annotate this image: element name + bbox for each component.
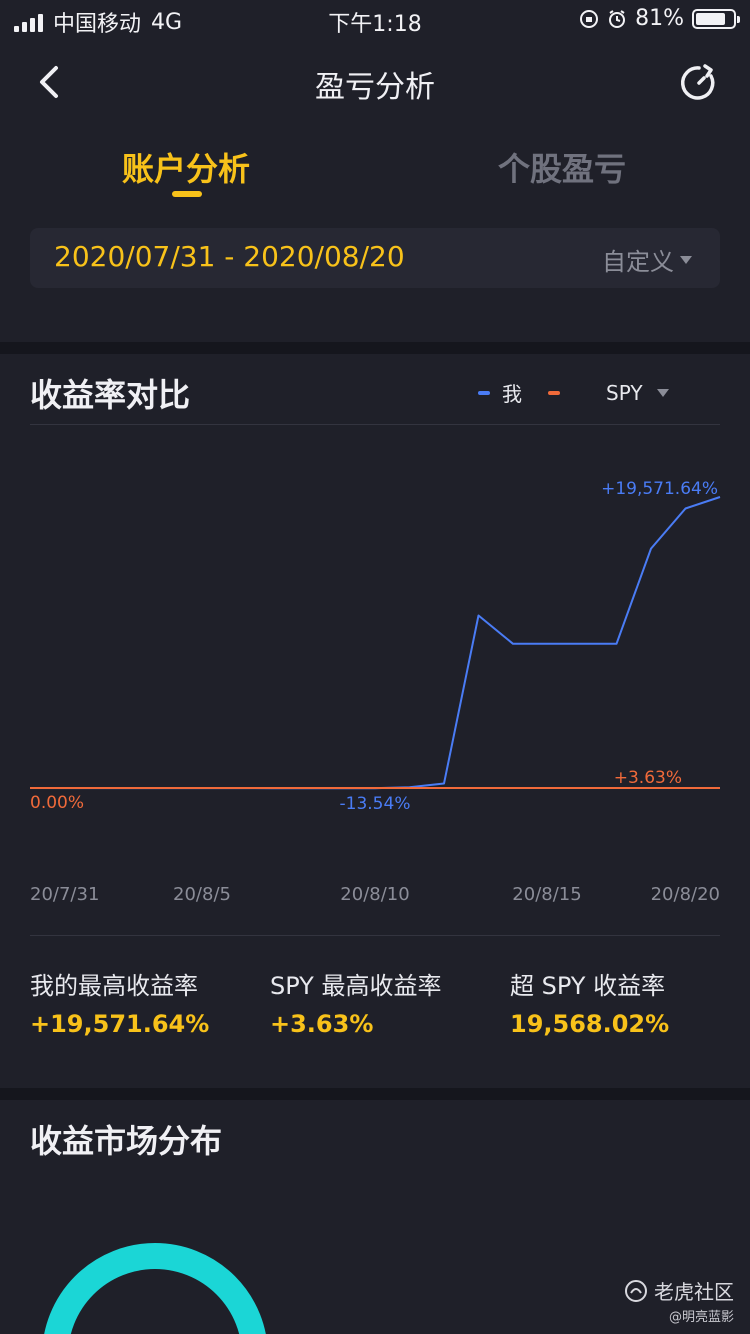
legend-label-me: 我 xyxy=(502,382,522,406)
date-mode-dropdown[interactable]: 自定义 xyxy=(602,242,692,277)
tab-account-analysis[interactable]: 账户分析 xyxy=(122,150,251,188)
annotation-my-min: -13.54% xyxy=(340,794,411,814)
annotation-spy-end: +3.63% xyxy=(614,768,682,788)
distribution-title: 收益市场分布 xyxy=(30,1122,223,1160)
x-tick-label: 20/8/10 xyxy=(340,884,409,905)
legend-label-spy: SPY xyxy=(606,380,643,405)
date-range-text: 2020/07/31 - 2020/08/20 xyxy=(54,240,405,273)
x-tick-label: 20/8/20 xyxy=(651,884,720,905)
chart-legend[interactable]: 我 SPY xyxy=(478,378,669,407)
section-divider xyxy=(0,1088,750,1100)
series-line-me xyxy=(29,496,721,790)
back-icon[interactable] xyxy=(30,62,70,102)
comparison-title: 收益率对比 xyxy=(30,376,191,414)
annotation-my-max: +19,571.64% xyxy=(601,479,718,499)
stat-excess-label: 超 SPY 收益率 xyxy=(510,972,666,1000)
tiger-logo-icon xyxy=(625,1279,647,1302)
watermark-brand-text: 老虎社区 xyxy=(654,1280,734,1304)
legend-dash-me xyxy=(478,390,490,395)
alarm-icon xyxy=(609,9,626,28)
signal-icon xyxy=(14,12,43,32)
page-title: 盈亏分析 xyxy=(315,70,435,105)
market-distribution-donut xyxy=(44,1243,266,1334)
watermark-handle: @明亮蓝影 xyxy=(668,1310,734,1325)
x-tick-label: 20/8/5 xyxy=(173,884,231,905)
network-type: 4G xyxy=(151,9,183,35)
date-mode-label: 自定义 xyxy=(602,248,674,276)
carrier-name: 中国移动 xyxy=(53,12,142,37)
status-time: 下午1:18 xyxy=(328,12,422,37)
legend-dash-spy xyxy=(548,390,560,395)
rotation-lock-icon xyxy=(580,9,599,28)
status-right: 81% xyxy=(579,6,740,31)
section-divider xyxy=(0,342,750,354)
battery-percent: 81% xyxy=(635,6,684,31)
status-bar: 中国移动 4G 下午1:18 81% xyxy=(0,0,750,40)
tab-stock-pnl[interactable]: 个股盈亏 xyxy=(498,150,627,188)
benchmark-dropdown-icon[interactable] xyxy=(656,388,669,397)
annotation-start: 0.00% xyxy=(30,793,84,813)
stat-excess-value: 19,568.02% xyxy=(510,1010,670,1038)
chart-bottom-divider xyxy=(30,935,720,936)
chart-top-divider xyxy=(30,424,720,425)
stat-spy-max-value: +3.63% xyxy=(270,1010,374,1038)
status-left: 中国移动 4G xyxy=(14,6,182,38)
dropdown-arrow-icon xyxy=(680,255,692,264)
x-tick-label: 20/8/15 xyxy=(512,884,581,905)
watermark-brand: 老虎社区 xyxy=(624,1276,734,1305)
tab-active-indicator xyxy=(172,191,202,197)
battery-icon xyxy=(692,8,740,29)
stat-my-max-value: +19,571.64% xyxy=(30,1010,210,1038)
stat-my-max-label: 我的最高收益率 xyxy=(30,972,198,1000)
refresh-icon[interactable] xyxy=(678,62,720,104)
stat-spy-max-label: SPY 最高收益率 xyxy=(270,972,442,1000)
return-comparison-chart: +19,571.64% +3.63% 0.00% -13.54% 20/7/31 20/8… xyxy=(29,479,721,905)
date-range-selector[interactable]: 2020/07/31 - 2020/08/20 自定义 xyxy=(30,228,720,288)
x-tick-label: 20/7/31 xyxy=(30,884,99,905)
